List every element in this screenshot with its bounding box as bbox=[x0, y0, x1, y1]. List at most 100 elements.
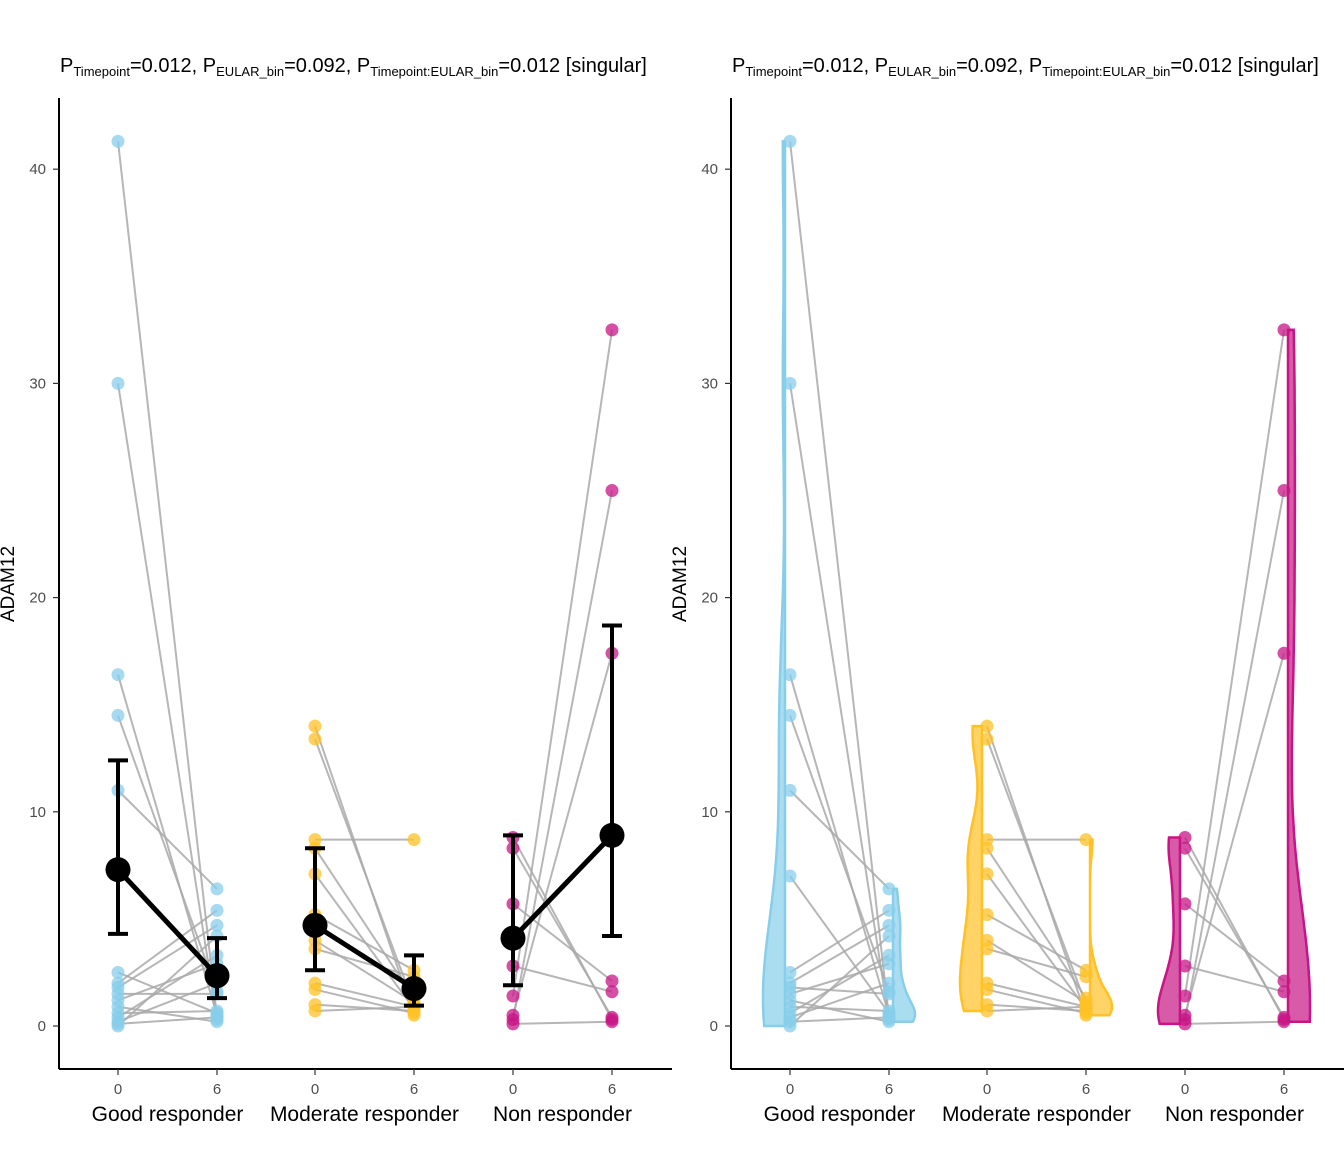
point-t6 bbox=[882, 948, 896, 962]
x-tick-label: 0 bbox=[983, 1081, 991, 1098]
pair-line bbox=[314, 947, 415, 978]
mean-line bbox=[511, 833, 614, 940]
mean-point bbox=[599, 822, 625, 848]
pair-line bbox=[986, 1003, 1087, 1013]
point-t6 bbox=[210, 1010, 224, 1024]
point-t6 bbox=[882, 929, 896, 943]
group-label: Good responder bbox=[764, 1103, 916, 1126]
title-part: EULAR_bin bbox=[216, 64, 284, 79]
point-t0 bbox=[980, 867, 994, 881]
pair-line bbox=[1184, 1020, 1285, 1025]
x-tick-label: 0 bbox=[786, 1081, 794, 1098]
title-part: Timepoint bbox=[73, 64, 130, 79]
panel-left: PTimepoint=0.012, PEULAR_bin=0.092, PTim… bbox=[0, 55, 672, 1126]
title-part: =0.092, P bbox=[956, 55, 1042, 77]
point-t6 bbox=[605, 323, 619, 337]
point-t6 bbox=[882, 903, 896, 917]
pair-line bbox=[117, 715, 218, 993]
pair-line bbox=[314, 913, 415, 972]
title-part: =0.012 [singular] bbox=[1170, 55, 1318, 77]
x-tick-label: 0 bbox=[114, 1081, 122, 1098]
title-part: Timepoint:EULAR_bin bbox=[1042, 64, 1170, 79]
pair-line bbox=[986, 982, 1087, 1008]
pair-line bbox=[1184, 965, 1285, 993]
pair-line bbox=[789, 954, 890, 1015]
x-tick-label: 0 bbox=[311, 1081, 319, 1098]
point-t6 bbox=[882, 976, 896, 990]
pair-line bbox=[789, 875, 890, 1014]
pair-line bbox=[789, 1005, 890, 1013]
title-part: P bbox=[732, 55, 745, 77]
pair-line bbox=[986, 913, 1087, 972]
y-tick-label: 10 bbox=[701, 804, 718, 821]
panel-title: PTimepoint=0.012, PEULAR_bin=0.092, PTim… bbox=[732, 55, 1319, 79]
x-tick-label: 6 bbox=[213, 1081, 221, 1098]
title-part: =0.012 [singular] bbox=[498, 55, 646, 77]
pair-line bbox=[789, 715, 890, 993]
pair-line bbox=[314, 982, 415, 1008]
y-axis-label: ADAM12 bbox=[670, 546, 691, 622]
pair-line bbox=[1184, 329, 1285, 997]
pair-line bbox=[117, 971, 218, 1015]
y-tick-label: 40 bbox=[701, 161, 718, 178]
pair-line bbox=[314, 939, 415, 1004]
mean-line bbox=[313, 923, 416, 991]
point-t6 bbox=[1277, 484, 1291, 497]
pair-line bbox=[1184, 653, 1285, 1016]
pair-line bbox=[789, 383, 890, 1020]
x-tick-label: 6 bbox=[885, 1081, 893, 1098]
pair-line bbox=[117, 1010, 218, 1015]
panel-right: PTimepoint=0.012, PEULAR_bin=0.092, PTim… bbox=[670, 55, 1344, 1126]
point-t6 bbox=[210, 918, 224, 932]
point-t0 bbox=[111, 708, 125, 722]
mean-point bbox=[500, 925, 526, 951]
pair-line bbox=[512, 903, 613, 982]
pair-line bbox=[789, 789, 890, 890]
panel-title: PTimepoint=0.012, PEULAR_bin=0.092, PTim… bbox=[60, 55, 647, 79]
y-tick-label: 10 bbox=[29, 804, 46, 821]
y-tick-label: 40 bbox=[29, 161, 46, 178]
x-tick-label: 6 bbox=[410, 1081, 418, 1098]
group-0: Good responder bbox=[92, 134, 244, 1126]
point-t6 bbox=[1079, 833, 1093, 847]
pair-line bbox=[789, 141, 890, 1018]
y-tick-label: 0 bbox=[710, 1018, 718, 1035]
pair-line bbox=[512, 653, 613, 1016]
point-t6 bbox=[1079, 1000, 1093, 1014]
y-tick-label: 20 bbox=[29, 590, 46, 607]
point-t6 bbox=[882, 882, 896, 896]
point-t6 bbox=[210, 903, 224, 917]
point-t0 bbox=[111, 1019, 125, 1033]
y-axis-label: ADAM12 bbox=[0, 546, 19, 622]
group-2: Non responder bbox=[1156, 323, 1312, 1126]
mean-point bbox=[401, 976, 427, 1002]
point-t0 bbox=[783, 1019, 797, 1033]
pair-line bbox=[789, 962, 890, 995]
pair-line bbox=[789, 924, 890, 985]
pair-line bbox=[1184, 490, 1285, 1020]
violin-t6 bbox=[1088, 838, 1114, 1017]
point-t6 bbox=[882, 1010, 896, 1024]
x-tick-label: 0 bbox=[509, 1081, 517, 1098]
point-t0 bbox=[111, 376, 125, 390]
pair-line bbox=[117, 383, 218, 1020]
group-2: Non responder bbox=[493, 323, 632, 1126]
point-t6 bbox=[605, 484, 619, 497]
point-t6 bbox=[605, 985, 619, 999]
title-part: P bbox=[60, 55, 73, 77]
violin-t6 bbox=[1286, 328, 1312, 1023]
point-t0 bbox=[1178, 1017, 1192, 1031]
point-t6 bbox=[1277, 1015, 1291, 1029]
pair-line bbox=[117, 982, 218, 1023]
point-t0 bbox=[1178, 841, 1192, 855]
pair-line bbox=[1184, 847, 1285, 1018]
violin-t0 bbox=[958, 724, 984, 1013]
pair-line bbox=[789, 674, 890, 1016]
pair-line bbox=[314, 1003, 415, 1013]
violin-t0 bbox=[761, 140, 787, 1028]
pair-line bbox=[512, 847, 613, 1018]
group-0: Good responder bbox=[761, 134, 917, 1126]
point-t0 bbox=[783, 708, 797, 722]
group-label: Good responder bbox=[92, 1103, 244, 1126]
